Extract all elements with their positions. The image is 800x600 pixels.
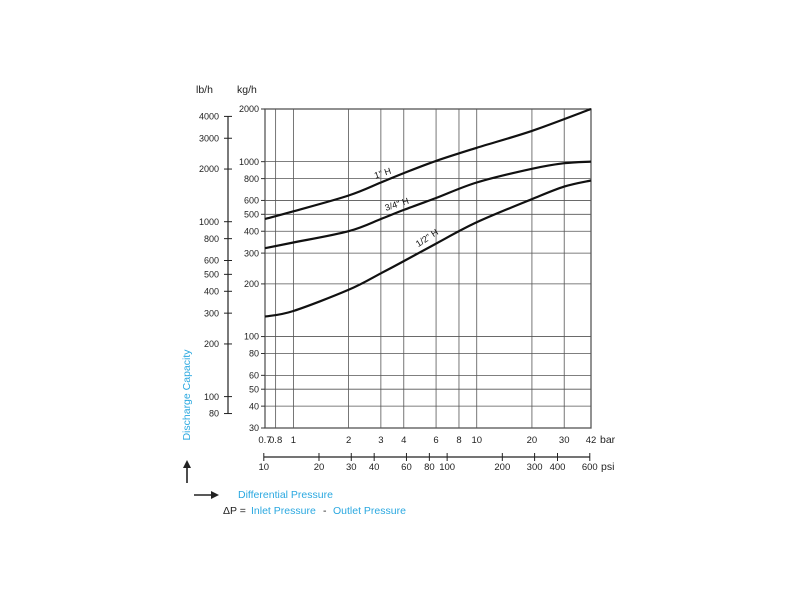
minus-sign: -	[323, 505, 327, 517]
psi-tick-label: 30	[346, 462, 357, 473]
series-line	[264, 160, 592, 250]
psi-tick-label: 20	[314, 462, 325, 473]
lb-tick-label: 300	[204, 308, 219, 318]
psi-tick-label: 40	[369, 462, 380, 473]
psi-tick-label: 600	[582, 462, 598, 473]
x-axis-label: Differential Pressure	[238, 489, 333, 501]
y-tick-label: 300	[244, 248, 259, 258]
psi-tick-label: 200	[494, 462, 510, 473]
y-axis-label: Discharge Capacity	[181, 349, 193, 441]
lb-tick-label: 800	[204, 234, 219, 244]
y-tick-label: 80	[249, 349, 259, 359]
lb-tick-label: 2000	[199, 164, 219, 174]
psi-tick-label: 10	[259, 462, 270, 473]
x-tick-label: 42	[586, 435, 597, 446]
right-arrow-icon	[194, 491, 219, 499]
x-tick-label: 2	[346, 435, 351, 446]
lb-tick-label: 200	[204, 339, 219, 349]
series-label: 3/4" H	[384, 196, 411, 213]
lb-tick-label: 4000	[199, 112, 219, 122]
lb-tick-label: 3000	[199, 133, 219, 143]
label-layer: 0.70.8 1 2 3 4 6 8 10 20 30 42 30 40 50 60 80 100 200 300 4…	[199, 104, 598, 473]
y-tick-label: 200	[244, 279, 259, 289]
psi-unit-label: psi	[601, 461, 614, 473]
lb-tick-label: 80	[209, 409, 219, 419]
x-tick-label: 0.8	[269, 435, 282, 446]
psi-tick-label: 100	[439, 462, 455, 473]
x-tick-label: 6	[433, 435, 438, 446]
y-tick-label: 60	[249, 371, 259, 381]
x-tick-label: 20	[527, 435, 538, 446]
y-tick-label: 400	[244, 226, 259, 236]
y-tick-label: 2000	[239, 104, 259, 114]
x-tick-label: 4	[401, 435, 406, 446]
series-line	[264, 179, 592, 318]
y-tick-label: 50	[249, 384, 259, 394]
y-tick-label: 600	[244, 196, 259, 206]
lb-tick-label: 400	[204, 286, 219, 296]
series-layer	[264, 107, 592, 318]
inlet-pressure-label: Inlet Pressure	[251, 505, 316, 517]
right-axis-unit: kg/h	[237, 84, 257, 96]
up-arrow-icon	[183, 460, 191, 483]
lb-tick-label: 1000	[199, 217, 219, 227]
x-tick-label: 0.7	[258, 435, 271, 446]
axis-layer	[224, 108, 591, 461]
y-tick-label: 800	[244, 174, 259, 184]
psi-tick-label: 300	[527, 462, 543, 473]
bar-unit-label: bar	[600, 434, 616, 446]
x-tick-label: 3	[378, 435, 383, 446]
psi-tick-label: 400	[550, 462, 566, 473]
series-line	[264, 107, 592, 221]
outlet-pressure-label: Outlet Pressure	[333, 505, 406, 517]
plot-frame	[264, 108, 592, 429]
x-tick-label: 10	[471, 435, 482, 446]
x-tick-label: 1	[291, 435, 296, 446]
y-tick-label: 1000	[239, 157, 259, 167]
lb-tick-label: 100	[204, 392, 219, 402]
left-axis-unit: lb/h	[196, 84, 213, 96]
lb-tick-label: 600	[204, 256, 219, 266]
delta-p-symbol: ΔP =	[223, 505, 246, 517]
grid-layer	[264, 108, 592, 429]
x-tick-label: 30	[559, 435, 570, 446]
lb-tick-label: 500	[204, 270, 219, 280]
psi-tick-label: 60	[401, 462, 412, 473]
psi-tick-label: 80	[424, 462, 435, 473]
y-tick-label: 30	[249, 423, 259, 433]
y-tick-label: 100	[244, 332, 259, 342]
x-tick-label: 8	[456, 435, 461, 446]
y-tick-label: 500	[244, 209, 259, 219]
y-tick-label: 40	[249, 401, 259, 411]
